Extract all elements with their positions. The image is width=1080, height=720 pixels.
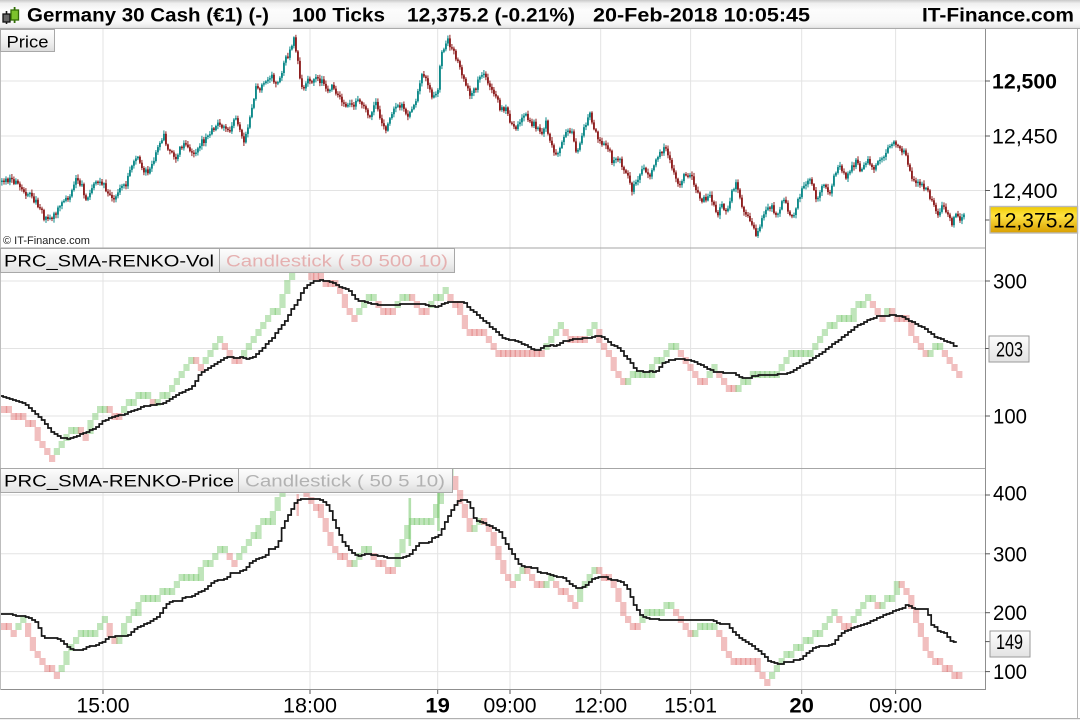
svg-text:19: 19 <box>425 695 450 718</box>
svg-text:Price: Price <box>7 33 49 52</box>
svg-text:12,375.2: 12,375.2 <box>993 209 1075 233</box>
svg-text:12,400: 12,400 <box>992 179 1058 203</box>
svg-text:PRC_SMA-RENKO-Vol: PRC_SMA-RENKO-Vol <box>4 253 214 271</box>
svg-text:203: 203 <box>996 338 1023 362</box>
svg-text:12,500: 12,500 <box>992 70 1057 94</box>
svg-text:Candlestick ( 50 5 10): Candlestick ( 50 5 10) <box>245 473 445 491</box>
svg-text:300: 300 <box>993 542 1027 566</box>
svg-text:© IT-Finance.com: © IT-Finance.com <box>3 235 90 247</box>
svg-text:300: 300 <box>993 270 1027 294</box>
svg-text:12,375.2 (-0.21%): 12,375.2 (-0.21%) <box>407 6 575 27</box>
svg-text:15:00: 15:00 <box>77 695 130 718</box>
svg-text:09:00: 09:00 <box>869 695 922 718</box>
svg-text:15:01: 15:01 <box>664 695 717 718</box>
svg-text:20: 20 <box>789 695 814 718</box>
svg-text:Germany 30 Cash (€1) (-): Germany 30 Cash (€1) (-) <box>27 6 269 27</box>
svg-text:100: 100 <box>993 660 1027 684</box>
svg-text:Candlestick ( 50 500 10): Candlestick ( 50 500 10) <box>226 253 448 271</box>
svg-text:PRC_SMA-RENKO-Price: PRC_SMA-RENKO-Price <box>4 473 234 491</box>
svg-text:18:00: 18:00 <box>283 695 337 718</box>
svg-text:200: 200 <box>993 601 1027 625</box>
svg-text:100 Ticks: 100 Ticks <box>292 6 385 27</box>
svg-text:400: 400 <box>993 482 1027 506</box>
svg-text:IT-Finance.com: IT-Finance.com <box>922 6 1074 27</box>
svg-text:149: 149 <box>996 630 1023 654</box>
svg-text:100: 100 <box>993 405 1027 429</box>
svg-text:09:00: 09:00 <box>484 695 537 718</box>
svg-text:20-Feb-2018 10:05:45: 20-Feb-2018 10:05:45 <box>593 6 810 27</box>
svg-text:12:00: 12:00 <box>574 695 627 718</box>
svg-text:12,450: 12,450 <box>992 125 1058 149</box>
